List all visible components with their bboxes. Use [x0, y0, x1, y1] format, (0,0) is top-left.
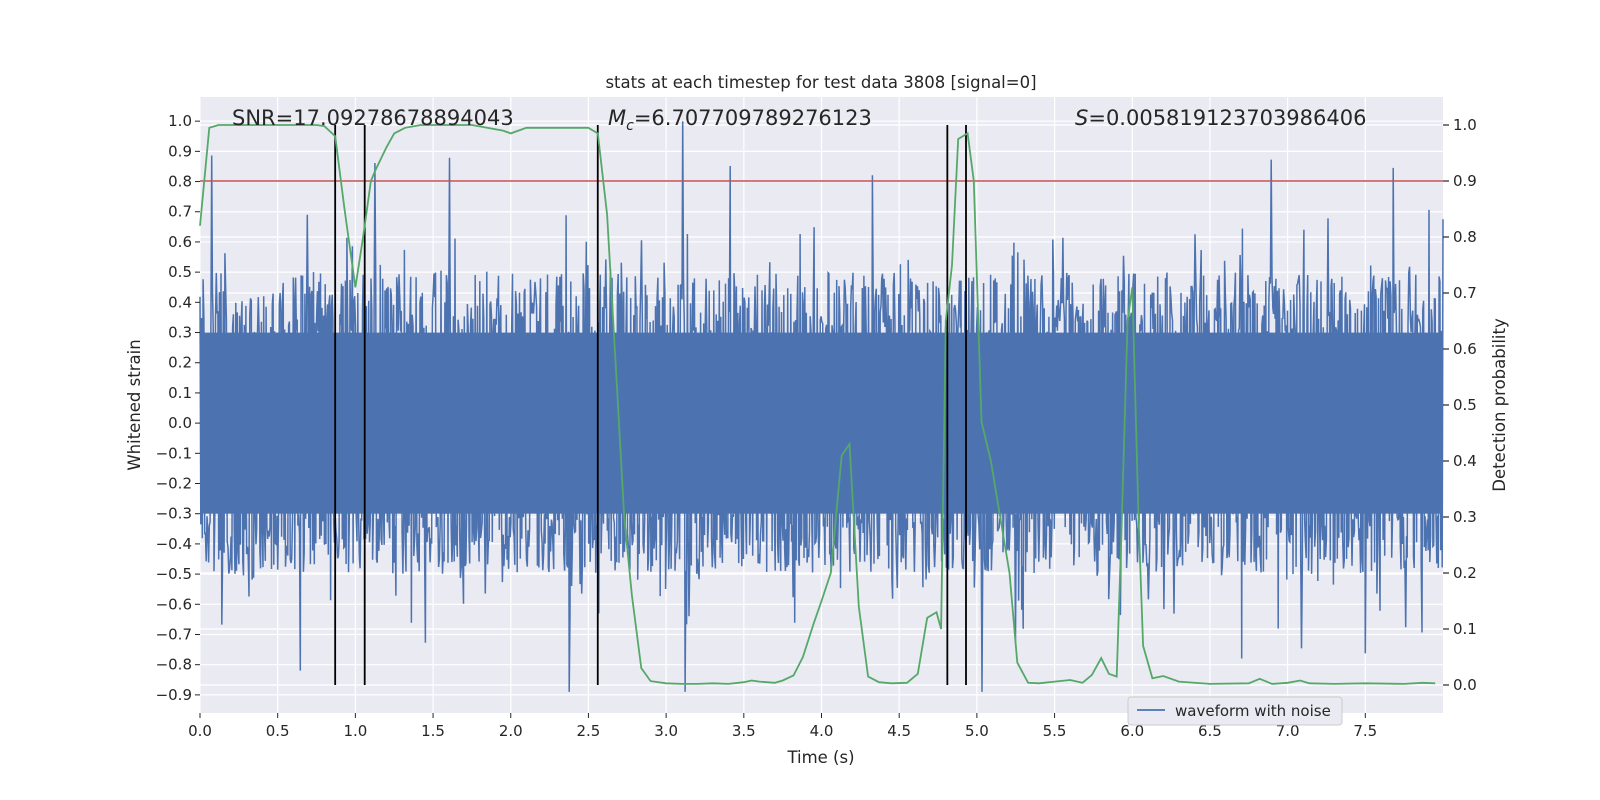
- chirp-mass-subscript: c: [626, 118, 634, 134]
- y-left-tick-label: −0.4: [156, 535, 192, 553]
- y-right-tick-label: 0.9: [1453, 172, 1477, 190]
- chirp-mass-value: =6.707709789276123: [634, 106, 872, 130]
- probability-series: [199, 124, 1436, 685]
- y-left-axis-label: Whitened strain: [125, 339, 144, 470]
- y-right-tick-label: 0.6: [1453, 340, 1477, 358]
- y-left-tick-label: 0.1: [168, 384, 192, 402]
- waveform-series: [199, 121, 1444, 692]
- waveform-core-band: [200, 332, 1443, 514]
- x-tick-label: 4.0: [810, 722, 834, 740]
- y-right-tick-label: 0.1: [1453, 620, 1477, 638]
- x-tick-label: 1.5: [421, 722, 445, 740]
- y-left-axis-ticks: 1.0 0.9 0.8 0.7 0.6 0.5 0.4 0.3 0.2 0.1 0.0 −0.1 −0.…: [156, 112, 200, 704]
- x-tick-label: 5.0: [965, 722, 989, 740]
- y-left-tick-label: 0.8: [168, 173, 192, 191]
- x-tick-label: 5.5: [1043, 722, 1067, 740]
- y-right-axis-label: Detection probability: [1490, 318, 1509, 492]
- y-left-tick-label: 1.0: [168, 112, 192, 130]
- y-right-tick-label: 0.7: [1453, 284, 1477, 302]
- legend-box: [1127, 696, 1343, 726]
- x-tick-label: 7.0: [1276, 722, 1300, 740]
- y-right-tick-label: 0.0: [1453, 676, 1477, 694]
- x-tick-label: 6.5: [1198, 722, 1222, 740]
- y-left-tick-label: −0.2: [156, 475, 192, 493]
- s-annotation: S=0.005819123703986406: [1075, 106, 1366, 130]
- x-tick-label: 6.0: [1120, 722, 1144, 740]
- y-left-tick-label: 0.0: [168, 414, 192, 432]
- y-left-tick-label: 0.9: [168, 142, 192, 160]
- y-left-tick-label: −0.3: [156, 505, 192, 523]
- legend: waveform with noise: [1127, 696, 1343, 726]
- y-left-tick-label: −0.9: [156, 686, 192, 704]
- y-right-tick-label: 0.8: [1453, 228, 1477, 246]
- legend-label: waveform with noise: [1175, 702, 1331, 720]
- probability-path: [199, 124, 1436, 685]
- y-left-tick-label: 0.2: [168, 354, 192, 372]
- x-axis-ticks: 0.0 0.5 1.0 1.5 2.0 2.5 3.0 3.5 4.0 4.5 5.0 5.5 6.0 6…: [188, 713, 1377, 740]
- x-tick-label: 7.5: [1353, 722, 1377, 740]
- s-symbol: S: [1075, 106, 1088, 130]
- y-left-tick-label: 0.4: [168, 293, 192, 311]
- x-tick-label: 2.5: [577, 722, 601, 740]
- x-axis-label: Time (s): [786, 748, 854, 767]
- y-left-tick-label: 0.5: [168, 263, 192, 281]
- x-tick-label: 3.5: [732, 722, 756, 740]
- x-tick-label: 0.5: [266, 722, 290, 740]
- y-left-tick-label: −0.6: [156, 595, 192, 613]
- y-right-tick-label: 0.3: [1453, 508, 1477, 526]
- chirp-mass-annotation: Mc=6.707709789276123: [608, 106, 872, 134]
- y-left-tick-label: −0.8: [156, 656, 192, 674]
- y-right-tick-label: 0.4: [1453, 452, 1477, 470]
- y-right-tick-label: 0.5: [1453, 396, 1477, 414]
- x-tick-label: 1.0: [343, 722, 367, 740]
- y-left-tick-label: 0.7: [168, 203, 192, 221]
- y-right-axis-ticks: 1.0 0.9 0.8 0.7 0.6 0.5 0.4 0.3 0.2 0.1 0.0: [1443, 116, 1477, 694]
- vertical-lines: [334, 125, 967, 685]
- x-tick-label: 3.0: [654, 722, 678, 740]
- chart-title: stats at each timestep for test data 380…: [605, 73, 1036, 92]
- snr-annotation: SNR=17.09278678894043: [232, 106, 514, 130]
- y-right-tick-label: 0.2: [1453, 564, 1477, 582]
- s-value: =0.005819123703986406: [1088, 106, 1366, 130]
- chirp-mass-symbol: M: [608, 106, 626, 130]
- y-left-tick-label: 0.6: [168, 233, 192, 251]
- x-tick-label: 0.0: [188, 722, 212, 740]
- y-right-tick-label: 1.0: [1453, 116, 1477, 134]
- y-left-tick-label: −0.7: [156, 625, 192, 643]
- x-tick-label: 4.5: [887, 722, 911, 740]
- y-left-tick-label: −0.5: [156, 565, 192, 583]
- y-left-tick-label: 0.3: [168, 324, 192, 342]
- y-left-tick-label: −0.1: [156, 444, 192, 462]
- x-tick-label: 2.0: [499, 722, 523, 740]
